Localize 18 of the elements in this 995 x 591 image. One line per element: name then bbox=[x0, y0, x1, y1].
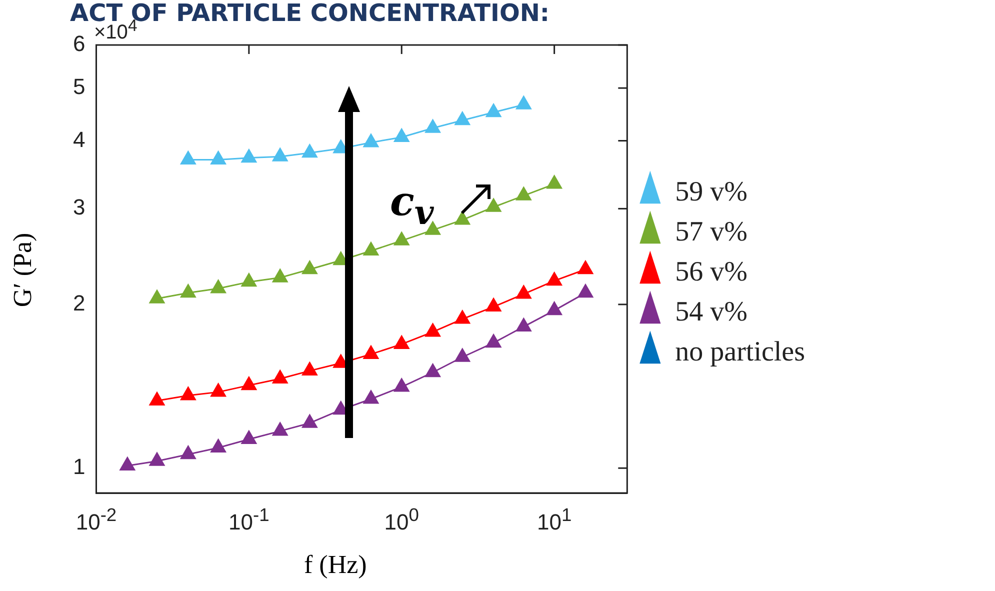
y-tick-label: 3 bbox=[72, 194, 86, 220]
y-tick-label: 1 bbox=[72, 454, 86, 480]
y-tick-label: 4 bbox=[72, 126, 86, 152]
x-axis-title: f (Hz) bbox=[304, 550, 367, 580]
y-tick-label: 2 bbox=[72, 290, 86, 316]
x-tick-label: 10$^{0}$ bbox=[384, 503, 419, 534]
x-tick-label: 10$^{1}$ bbox=[536, 503, 572, 534]
y-tick-label: 5 bbox=[72, 74, 86, 100]
legend-label: 56 v% bbox=[675, 256, 748, 288]
annotation: c$_{v}$ bbox=[390, 178, 434, 232]
x-tick-label: 10$^{-2}$ bbox=[76, 503, 117, 534]
legend-label: 54 v% bbox=[675, 296, 748, 328]
legend-label: 57 v% bbox=[675, 216, 748, 248]
x-tick-label: 10$^{-1}$ bbox=[228, 503, 270, 534]
legend-label: no particles bbox=[675, 336, 805, 368]
legend-label: 59 v% bbox=[675, 176, 748, 208]
y-axis-title: G′ (Pa) bbox=[8, 232, 38, 308]
y-tick-label: 6 bbox=[72, 31, 86, 56]
